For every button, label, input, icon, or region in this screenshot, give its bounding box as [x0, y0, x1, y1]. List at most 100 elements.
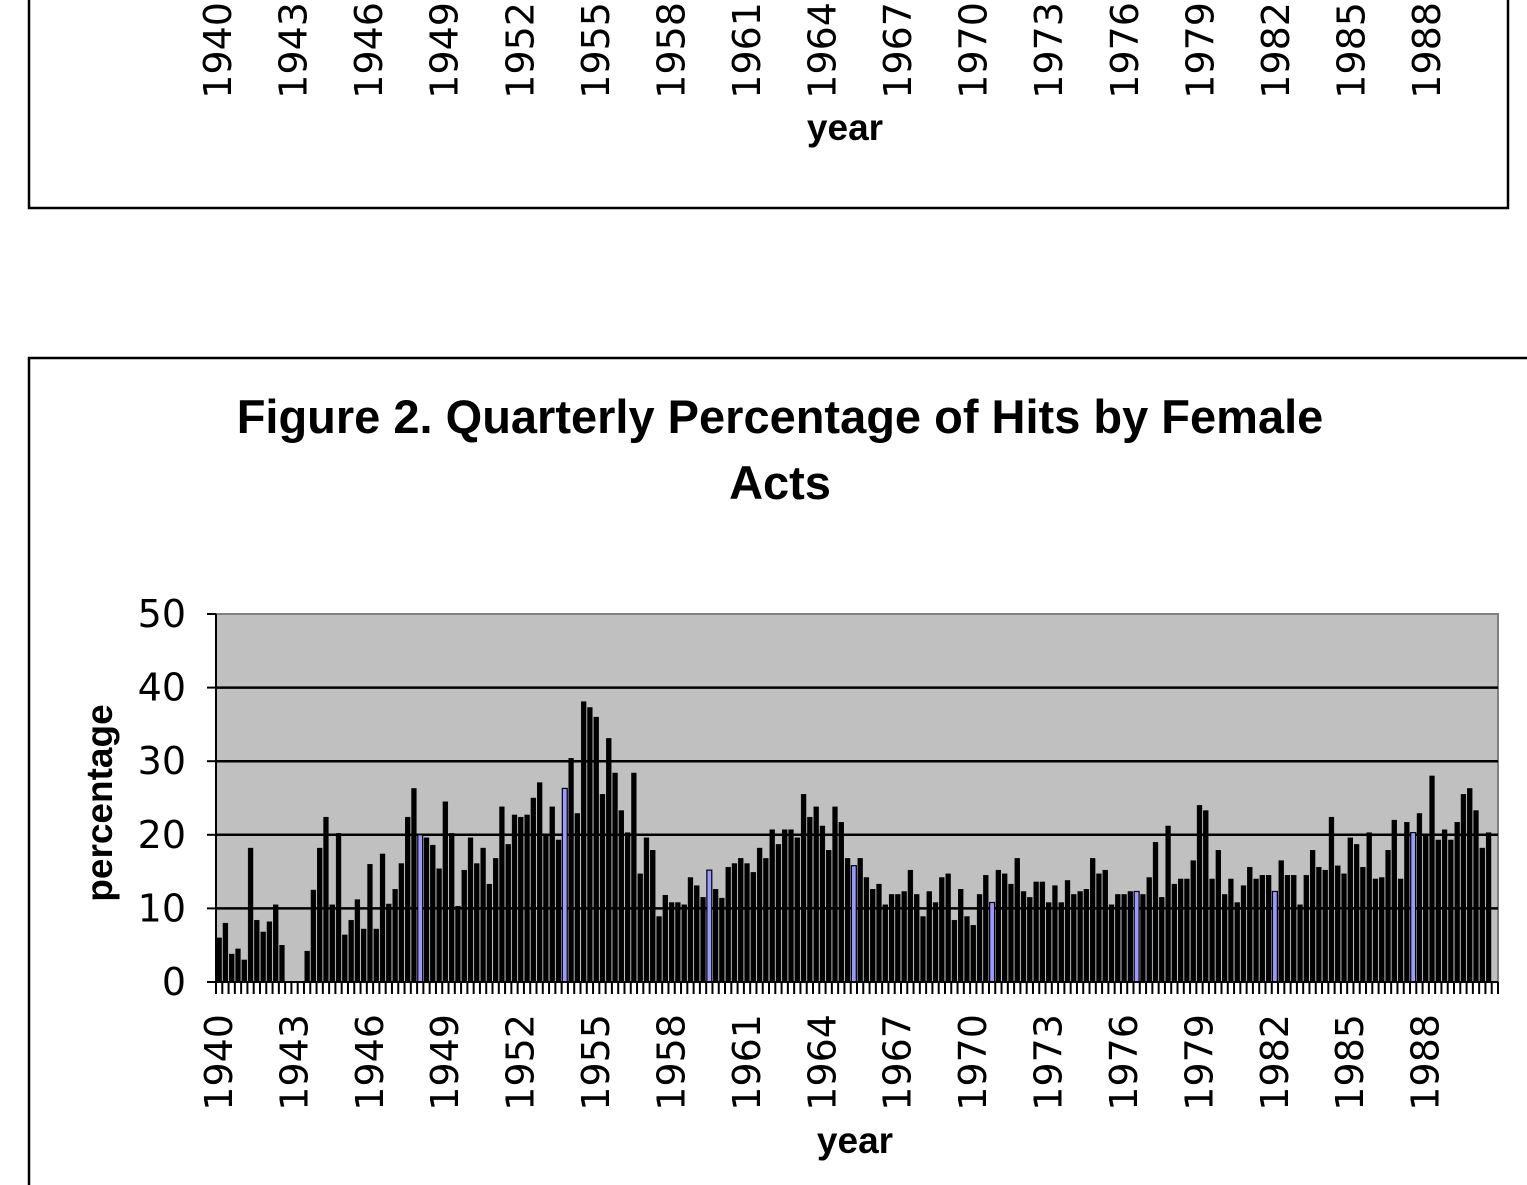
bar — [1423, 834, 1429, 983]
bar — [1278, 860, 1284, 983]
bar — [411, 788, 417, 983]
bar — [467, 837, 474, 983]
bar — [1328, 816, 1335, 983]
bar — [241, 959, 247, 983]
bar — [499, 806, 505, 983]
bar — [1460, 794, 1467, 983]
bar — [1247, 866, 1253, 983]
bar — [587, 707, 593, 983]
bar — [222, 922, 229, 983]
chart-title: Figure 2. Quarterly Percentage of Hits b… — [237, 390, 1324, 509]
bar — [1146, 877, 1152, 983]
x-tick-labels: 1940 1943 1946 1949 1952 1955 1958 1961 1964 1967… — [197, 1014, 1448, 1111]
bar — [342, 934, 348, 983]
bar — [1228, 878, 1234, 983]
chart-title-line: Acts — [729, 456, 831, 509]
bar — [361, 928, 367, 983]
bar — [317, 847, 323, 983]
x-axis-ticks — [215, 982, 1499, 994]
bar — [348, 919, 354, 983]
bar — [1372, 878, 1379, 983]
bar — [398, 863, 405, 983]
bar — [850, 865, 857, 983]
bar — [1265, 875, 1272, 983]
bar — [543, 834, 549, 983]
top-chart-x-tick-label: 1985 — [1329, 2, 1373, 99]
bar — [662, 894, 668, 983]
bar — [254, 919, 260, 983]
y-tick-label: 10 — [138, 886, 186, 930]
bar — [310, 889, 317, 983]
bar — [606, 738, 612, 983]
bar — [335, 833, 342, 983]
bar — [1083, 889, 1090, 983]
bar — [901, 891, 907, 983]
bar — [266, 921, 273, 983]
bar — [1435, 839, 1441, 983]
bar — [1064, 880, 1071, 983]
bar — [744, 863, 750, 983]
bar — [1002, 873, 1008, 983]
bar — [738, 858, 744, 983]
bar — [650, 850, 656, 983]
x-tick-label: 1988 — [1404, 1014, 1448, 1111]
top-chart-frame — [27, 0, 1510, 210]
bar — [939, 877, 945, 983]
bar — [857, 858, 863, 983]
bar — [1391, 819, 1397, 983]
bar — [530, 797, 537, 983]
x-tick-label: 1973 — [1027, 1014, 1071, 1111]
top-chart-x-tick-labels: 1940 1943 1946 1949 1952 1955 1958 1961 1964 1967… — [196, 2, 1449, 99]
bar — [800, 794, 807, 983]
bar — [813, 806, 819, 983]
bar — [838, 822, 844, 983]
bar — [386, 903, 392, 983]
bar — [1454, 822, 1460, 983]
bar — [668, 902, 675, 983]
bar — [976, 894, 983, 983]
bar — [1284, 875, 1291, 983]
bar — [1485, 832, 1492, 983]
bar — [1033, 881, 1039, 983]
bar — [1473, 810, 1479, 983]
y-tick-label: 20 — [138, 813, 186, 857]
bar — [329, 904, 335, 983]
bar — [229, 953, 235, 983]
top-chart-x-tick-label: 1940 — [196, 2, 240, 99]
x-tick-label: 1976 — [1102, 1014, 1146, 1111]
bar — [1203, 810, 1209, 983]
bar — [480, 847, 486, 983]
bar — [524, 814, 530, 983]
bar — [1379, 877, 1385, 983]
bar — [1259, 875, 1265, 983]
bar — [1322, 869, 1328, 983]
bar — [1008, 883, 1014, 983]
bar — [1046, 902, 1052, 983]
figure-2-chart: Figure 2. Quarterly Percentage of Hits b… — [27, 356, 1527, 1185]
bar — [1291, 875, 1297, 983]
bar — [763, 858, 769, 983]
bar — [574, 813, 580, 983]
bar — [1058, 902, 1064, 983]
bar — [989, 901, 996, 983]
bar — [1039, 881, 1046, 983]
bar — [580, 701, 587, 983]
bar — [273, 904, 279, 983]
bar — [769, 829, 775, 983]
bar — [430, 844, 436, 983]
bar — [1316, 866, 1322, 983]
top-chart-x-tick-label: 1949 — [423, 2, 467, 99]
bar — [1271, 890, 1278, 983]
bar — [844, 858, 851, 983]
bar — [436, 868, 442, 983]
bar — [1335, 865, 1341, 983]
top-chart-x-tick-label: 1988 — [1405, 2, 1449, 99]
top-chart-x-tick-label: 1967 — [876, 2, 920, 99]
top-chart-x-tick-label: 1964 — [801, 2, 845, 99]
top-chart-x-tick-label: 1943 — [272, 2, 316, 99]
top-chart-x-tick-label: 1979 — [1178, 2, 1222, 99]
x-tick-label: 1985 — [1328, 1014, 1372, 1111]
bar — [1102, 869, 1108, 983]
bar — [449, 833, 455, 983]
bar — [794, 837, 800, 983]
